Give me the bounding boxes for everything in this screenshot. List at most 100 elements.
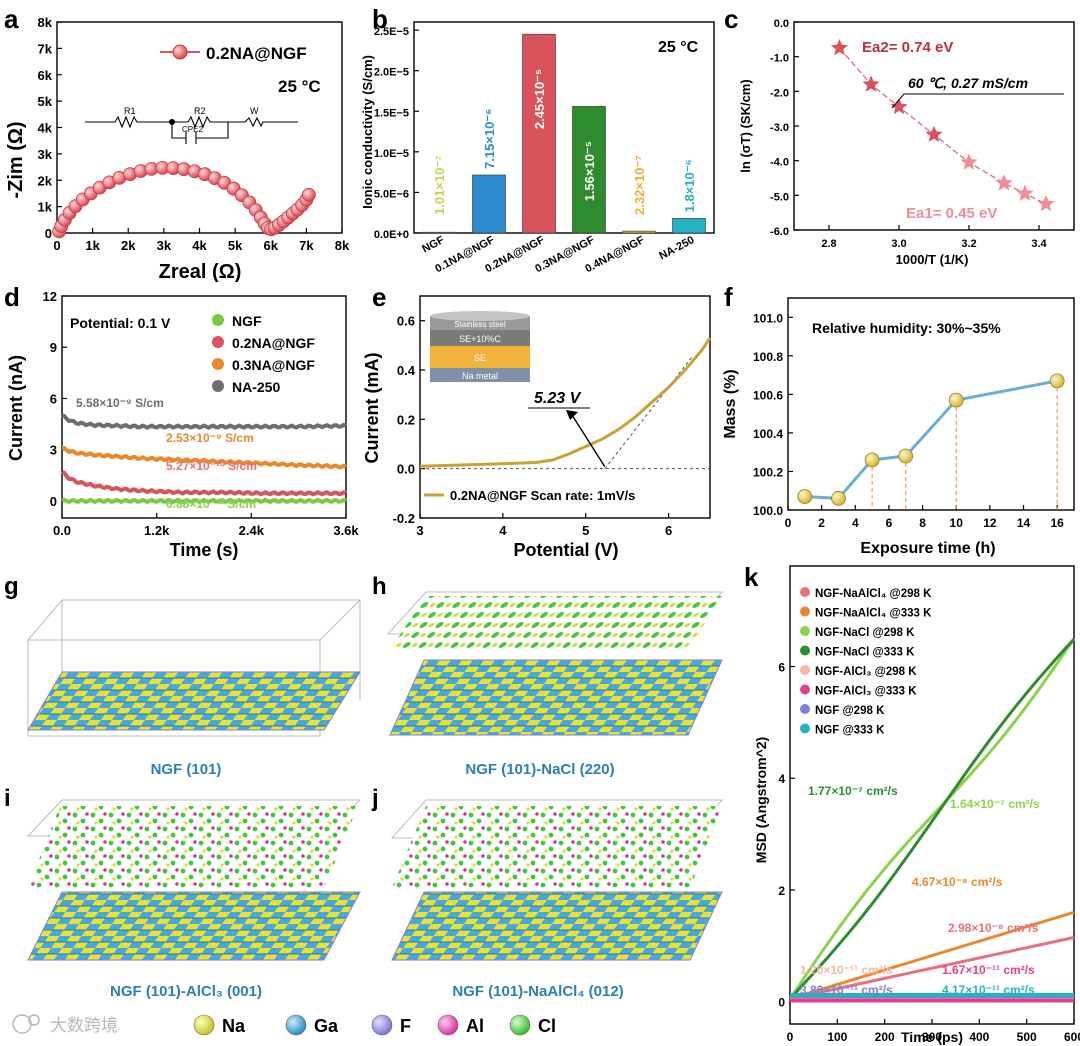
x-tick-label: 2k (121, 238, 136, 253)
x-tick-label: 2.8 (821, 238, 836, 250)
current-line (61, 413, 347, 430)
stack-layer-na (430, 368, 530, 382)
panel-letter: f (724, 282, 733, 312)
x-tick-label: 12 (983, 516, 997, 530)
y-tick-label: 0.0 (397, 462, 415, 477)
bar (422, 231, 456, 234)
category-label: NGF (420, 234, 446, 256)
x-tick-label: 3.0 (891, 238, 906, 250)
onset-arrow (566, 410, 606, 468)
y-tick-label: 100.4 (753, 427, 783, 441)
category-label: NA-250 (657, 234, 696, 262)
star-point (995, 174, 1013, 191)
y-tick-label: 0.0 (774, 18, 789, 30)
y-tick-label: 1k (38, 200, 53, 215)
ea2-label: Ea2= 0.74 eV (862, 39, 953, 56)
axis-ticks: 0.0 1.2k 2.4k 3.6k 0 3 6 9 12 (43, 289, 360, 538)
y-axis-label: MSD (Angstrom^2) (753, 737, 769, 863)
msd-line (789, 935, 1075, 1001)
y-tick-label: 4k (38, 121, 53, 136)
temperature-label: 25 °C (278, 77, 321, 96)
legend-label: NGF @298 K (815, 705, 885, 717)
nacl-layer (390, 596, 722, 650)
y-tick-label: 6 (778, 661, 785, 675)
axis-ticks: 0 2 4 6 8 10 12 14 16 100.0 100.2 100.4 100.6 100.8 10… (753, 311, 1064, 530)
atom-label: F (400, 1016, 411, 1036)
y-tick-label: 8k (38, 15, 53, 30)
y-tick-label: 100.8 (753, 350, 783, 364)
arrhenius-series (830, 39, 1055, 212)
msd-line (788, 638, 1076, 1000)
y-tick-label: 0 (45, 226, 52, 241)
atom-label: Al (466, 1016, 484, 1036)
legend-label: NA-250 (232, 379, 280, 395)
legend: NGF 0.2NA@NGF 0.3NA@NGF NA-250 (212, 313, 315, 395)
x-tick-label: 6k (264, 238, 279, 253)
y-tick-label: 3k (38, 147, 53, 162)
panel-letter: c (724, 4, 738, 34)
legend-marker (800, 645, 810, 656)
mass-point (948, 392, 964, 408)
star-point (1016, 184, 1034, 201)
star-point (830, 39, 849, 56)
structure-g: g NGF (101) (4, 573, 361, 778)
diffusion-label: 1.64×10⁻⁷ cm²/s (950, 797, 1040, 811)
y-tick-label: -5.0 (770, 191, 789, 203)
diffusion-labels: 1.77×10⁻⁷ cm²/s 1.64×10⁻⁷ cm²/s 4.67×10⁻⁸ … (800, 784, 1040, 997)
y-tick-label: 0.6 (397, 314, 415, 329)
x-tick-label: 4 (499, 523, 507, 538)
x-tick-label: 3 (416, 523, 423, 538)
panel-letter: b (372, 4, 388, 34)
y-axis-label: Current (mA) (362, 352, 382, 463)
panel-letter: i (4, 785, 11, 812)
y-tick-label: -2.0 (770, 87, 789, 99)
legend-marker (800, 665, 810, 675)
x-axis-label: Potential (V) (513, 540, 618, 560)
legend-marker (800, 606, 810, 617)
lsv-line (419, 337, 712, 468)
diffusion-label: 1.77×10⁻⁷ cm²/s (808, 784, 898, 798)
plot-frame (61, 295, 347, 519)
y-tick-label: 2 (778, 884, 785, 898)
y-axis-label: Mass (%) (722, 369, 739, 438)
atom-label: Na (222, 1016, 246, 1036)
bar-series: 1.01×10⁻⁷NGF7.15×10⁻⁶0.1NA@NGF2.45×10⁻⁵0… (420, 33, 706, 275)
diffusion-label: 4.17×10⁻¹¹ cm²/s (942, 983, 1035, 997)
panel-a: a 0 1k 2k 3k 4k 5k 6k 7k 8k 0 1k 2k 3k 4k 5k 6k 7k 8k -Zi… (4, 4, 350, 283)
equivalent-circuit (85, 115, 298, 144)
y-tick-label: -3.0 (770, 122, 789, 134)
diffusion-label: 2.98×10⁻⁸ cm²/s (948, 921, 1039, 935)
y-axis-label: -Zim (Ω) (5, 121, 27, 198)
watermark: 大数跨境 (50, 1016, 118, 1035)
axis-ticks: 0 100 200 300 400 500 600 0 2 4 6 (778, 661, 1080, 1044)
panel-letter: j (371, 785, 379, 812)
legend-label: NGF-AlCl₃ @333 K (815, 686, 917, 698)
y-tick-label: 0 (50, 494, 57, 509)
voltage-label: 5.23 V (534, 390, 582, 407)
circuit-cpe: CPE2 (182, 125, 203, 134)
legend-label: 0.3NA@NGF (232, 357, 315, 373)
stack-layer-se-c (430, 330, 530, 346)
ea1-label: Ea1= 0.45 eV (906, 205, 997, 222)
bar (522, 33, 556, 234)
x-tick-label: 1.2k (144, 523, 170, 538)
x-tick-label: 500 (1017, 1030, 1037, 1044)
legend-label: NGF (232, 313, 262, 329)
bar-value-label: 1.01×10⁻⁷ (432, 155, 447, 215)
conductivity-labels: 5.58×10⁻⁹ S/cm 2.53×10⁻⁹ S/cm 5.27×10⁻¹⁰ S… (76, 396, 257, 511)
y-tick-label: 12 (43, 289, 57, 304)
plot-frame (419, 295, 711, 519)
circuit-r1: R1 (124, 106, 136, 116)
structure-i: i NGF (101)-AlCl₃ (001) (4, 785, 361, 1000)
panel-e: e 3 4 5 6 -0.2 0.0 0.2 0.4 0.6 Current (mA) Pote… (362, 282, 712, 560)
y-tick-label: 6 (50, 391, 57, 406)
bar-value-label: 1.56×10⁻⁵ (582, 141, 597, 201)
plot-frame (413, 21, 715, 234)
legend-marker (800, 626, 810, 636)
mass-point (898, 448, 914, 464)
legend-marker (800, 704, 810, 714)
star-point (862, 75, 880, 92)
axis-ticks: 2.8 3.0 3.2 3.4 0.0 -1.0 -2.0 -3.0 -4.0 -5.0 -6.0 (770, 18, 1047, 250)
y-tick-label: 9 (50, 340, 57, 355)
